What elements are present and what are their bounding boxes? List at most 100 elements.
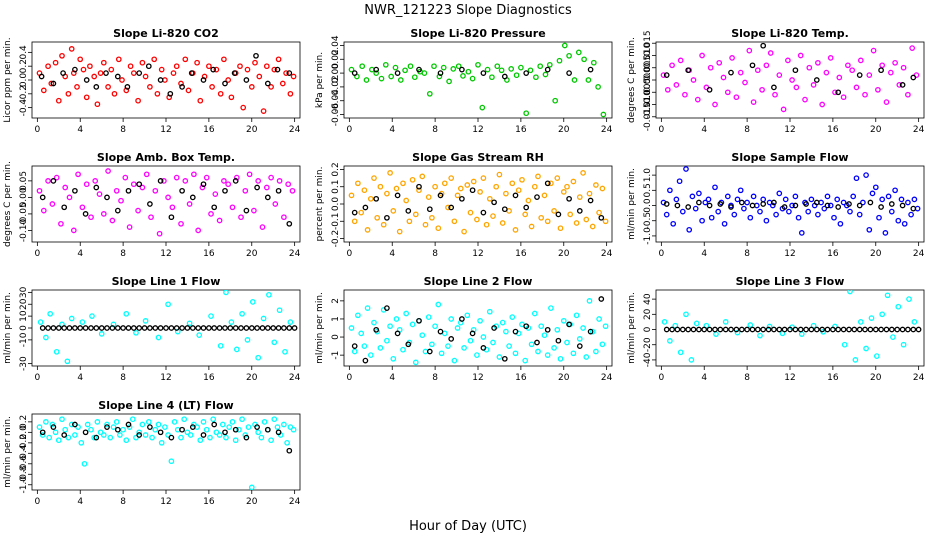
data-point	[72, 421, 78, 428]
data-point	[789, 202, 795, 209]
data-point	[421, 70, 428, 76]
data-point	[731, 211, 738, 218]
data-point	[699, 52, 705, 59]
data-point	[847, 290, 853, 295]
data-point	[688, 357, 695, 363]
panel-5-y-axis-label: percent per min.	[315, 167, 325, 242]
data-point	[544, 66, 551, 73]
data-point	[883, 326, 890, 333]
data-point	[486, 308, 493, 315]
data-point	[747, 322, 754, 328]
x-tick-label: 20	[246, 497, 258, 507]
data-point	[254, 424, 260, 430]
data-point	[712, 184, 718, 191]
data-point	[92, 178, 99, 184]
data-point	[37, 319, 44, 325]
data-point	[47, 310, 54, 317]
data-point	[596, 316, 602, 322]
data-point	[362, 204, 369, 211]
data-point	[429, 214, 435, 221]
data-point	[403, 197, 410, 204]
data-point	[674, 202, 681, 209]
data-point	[419, 173, 426, 180]
x-tick-label: 8	[120, 125, 126, 135]
x-tick-label: 0	[658, 249, 664, 259]
data-point	[581, 56, 587, 63]
data-point	[62, 426, 69, 433]
data-point	[268, 84, 274, 90]
data-point	[802, 96, 808, 103]
data-point	[911, 196, 918, 203]
data-point	[531, 310, 538, 317]
data-point	[551, 345, 557, 351]
data-point	[179, 426, 185, 433]
data-point	[555, 211, 562, 218]
y-tick-label: -0.10	[19, 219, 29, 243]
data-point	[199, 184, 206, 191]
data-point	[197, 437, 204, 444]
data-point	[905, 326, 911, 333]
data-point	[119, 77, 125, 83]
data-point	[221, 56, 227, 63]
data-point	[243, 434, 250, 441]
data-point	[178, 434, 184, 441]
data-point	[667, 187, 673, 194]
data-point	[734, 329, 741, 336]
data-point	[457, 185, 464, 192]
data-point	[878, 326, 884, 333]
data-point	[566, 52, 572, 59]
data-point	[717, 326, 724, 333]
data-point	[68, 46, 75, 52]
data-point	[683, 311, 689, 318]
data-point	[437, 70, 444, 76]
x-tick-label: 8	[744, 373, 750, 383]
data-point	[551, 208, 557, 214]
data-point	[873, 353, 880, 359]
data-point	[746, 47, 753, 54]
data-point	[97, 70, 104, 76]
data-point	[94, 419, 101, 425]
data-point	[798, 331, 805, 337]
data-point	[65, 90, 72, 97]
data-point	[157, 325, 164, 331]
panel-3-points	[660, 42, 920, 113]
y-tick-label: 0.000	[643, 67, 653, 93]
data-point	[210, 416, 217, 423]
data-point	[281, 325, 287, 331]
data-point	[185, 87, 192, 94]
data-point	[685, 326, 692, 333]
data-point	[715, 208, 722, 215]
data-point	[136, 429, 143, 436]
data-point	[88, 426, 94, 433]
data-point	[133, 329, 139, 336]
data-point	[87, 63, 93, 70]
data-point	[712, 326, 718, 333]
data-point	[225, 181, 232, 188]
data-point	[679, 326, 686, 333]
data-point	[52, 59, 59, 66]
y-tick-label: 0	[331, 334, 341, 340]
data-point	[754, 326, 761, 333]
data-point	[795, 214, 802, 221]
x-tick-label: 16	[203, 497, 215, 507]
data-point	[52, 429, 59, 436]
data-point	[393, 185, 400, 192]
data-point	[486, 195, 493, 202]
data-point	[831, 214, 837, 221]
data-point	[465, 68, 472, 75]
y-tick-label: 1	[331, 316, 341, 322]
data-point	[585, 77, 592, 83]
data-point	[583, 216, 590, 223]
data-point	[867, 199, 874, 206]
data-point	[602, 323, 609, 330]
y-tick-label: 0.1	[331, 180, 341, 194]
data-point	[835, 89, 842, 96]
data-point	[477, 189, 483, 195]
data-point	[213, 66, 220, 73]
data-point	[394, 70, 401, 76]
x-tick-label: 16	[515, 125, 527, 135]
data-point	[271, 416, 278, 423]
data-point	[348, 66, 355, 73]
data-point	[387, 170, 393, 176]
